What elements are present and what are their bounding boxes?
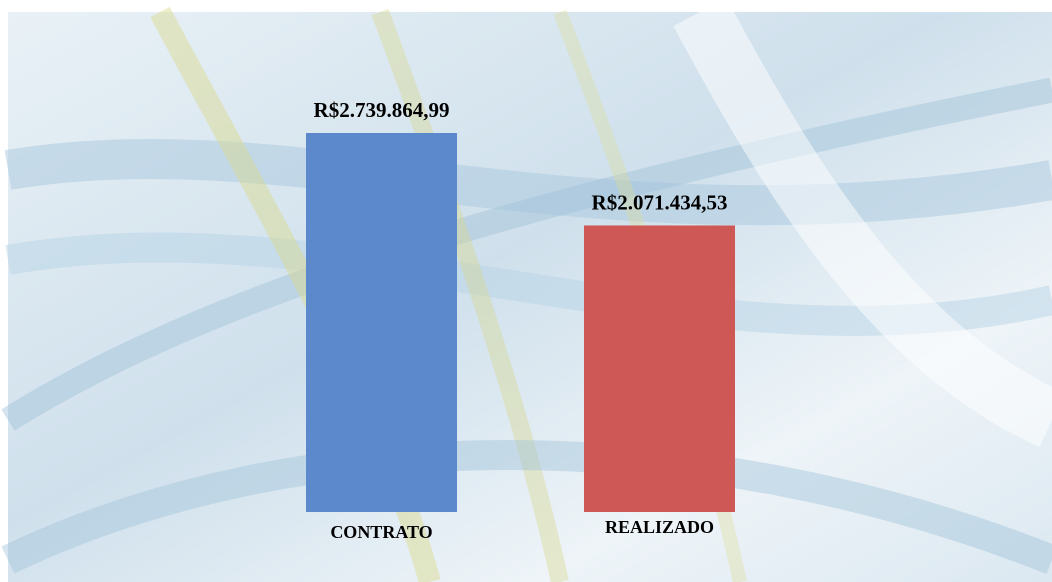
bar xyxy=(584,225,735,512)
category-label: REALIZADO xyxy=(605,517,714,537)
value-label: R$2.071.434,53 xyxy=(592,190,728,214)
bar xyxy=(306,133,457,512)
category-label: CONTRATO xyxy=(330,522,432,542)
value-label: R$2.739.864,99 xyxy=(314,98,450,122)
